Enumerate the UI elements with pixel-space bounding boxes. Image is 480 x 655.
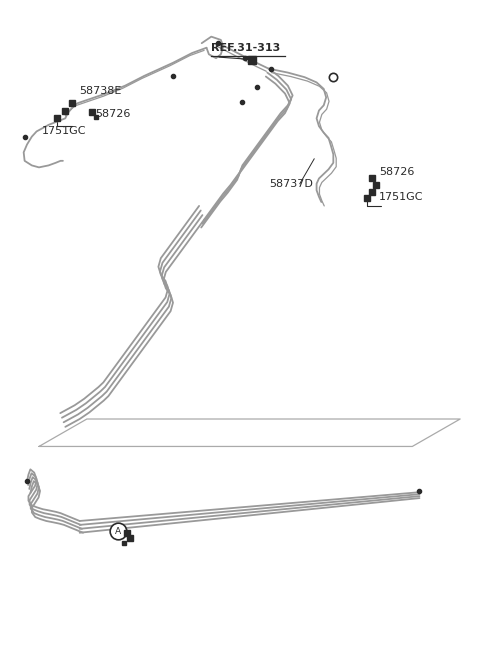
Text: 58737D: 58737D (269, 179, 312, 189)
Text: 58738E: 58738E (80, 86, 122, 96)
Text: REF.31-313: REF.31-313 (211, 43, 280, 53)
Text: 58726: 58726 (379, 167, 414, 177)
Text: A: A (115, 527, 121, 536)
Text: 1751GC: 1751GC (379, 192, 423, 202)
Text: 1751GC: 1751GC (41, 126, 86, 136)
Text: 58726: 58726 (96, 109, 131, 119)
